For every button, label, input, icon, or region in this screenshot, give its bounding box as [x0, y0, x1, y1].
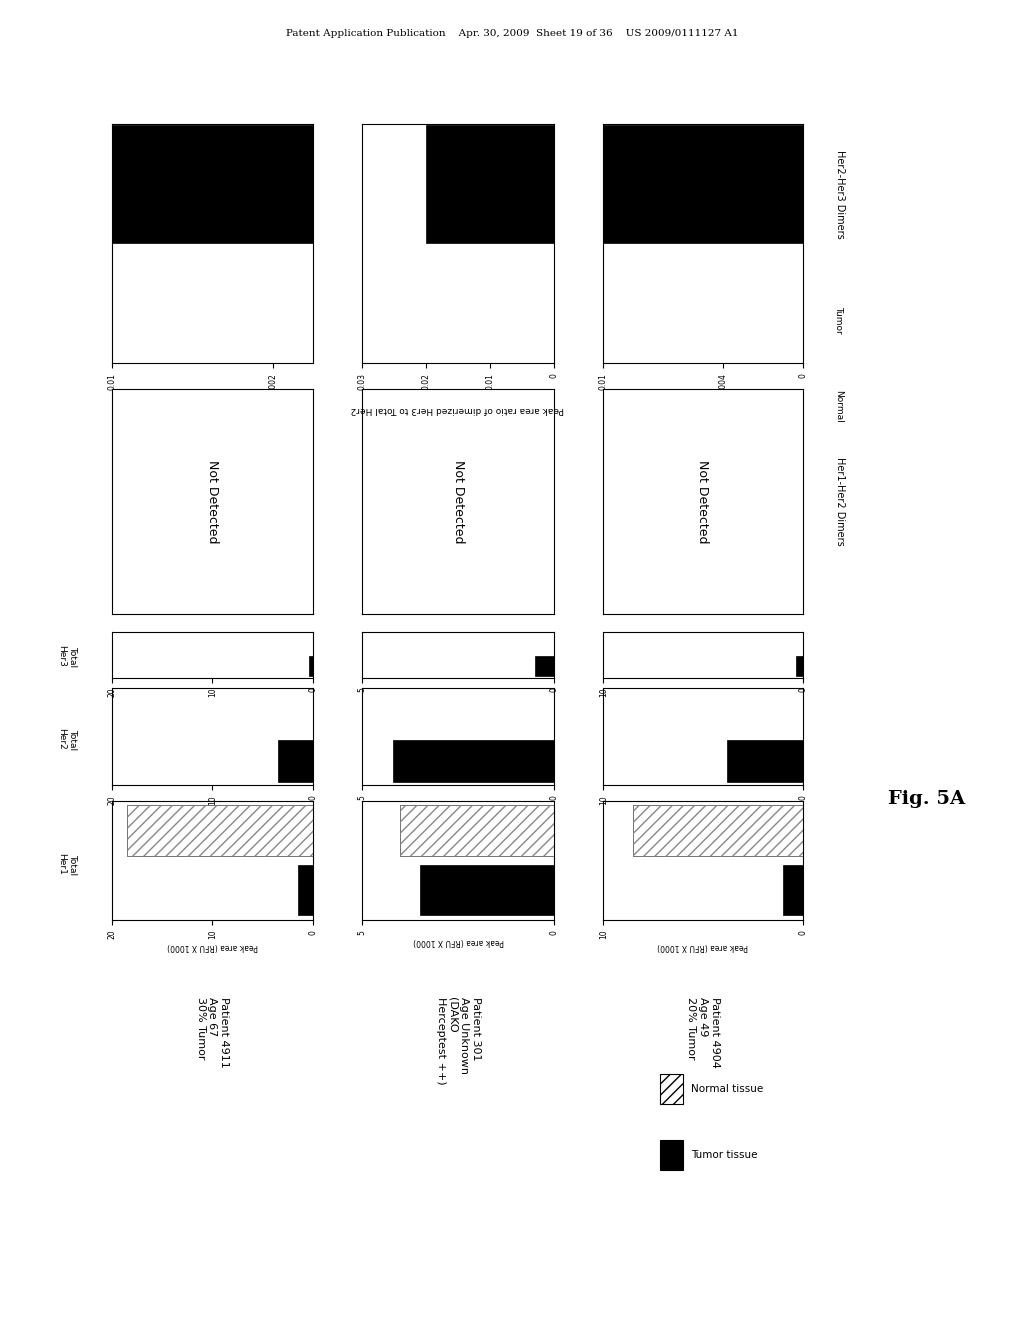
- Bar: [420, 865, 555, 916]
- Text: Tumor tissue: Tumor tissue: [691, 1150, 758, 1160]
- Bar: [536, 656, 555, 676]
- Bar: [603, 124, 803, 243]
- Text: Total
Her1: Total Her1: [57, 853, 77, 875]
- X-axis label: Peak area (RFU X 1000): Peak area (RFU X 1000): [657, 942, 749, 950]
- Bar: [426, 124, 555, 243]
- Text: Total
Her2: Total Her2: [57, 729, 77, 750]
- Text: Patient 4904
Age 49
20% Tumor: Patient 4904 Age 49 20% Tumor: [686, 997, 720, 1068]
- Text: Not Detected: Not Detected: [696, 459, 710, 544]
- Text: Total
Her3: Total Her3: [57, 645, 77, 667]
- Bar: [298, 865, 313, 916]
- Bar: [309, 656, 313, 676]
- Text: Fig. 5A: Fig. 5A: [888, 789, 966, 808]
- X-axis label: Peak area (RFU X 1000): Peak area (RFU X 1000): [413, 937, 504, 946]
- Bar: [633, 805, 803, 855]
- Text: Not Detected: Not Detected: [452, 459, 465, 544]
- Text: Patient 301
Age Unknown
(DAKO
Herceptest ++): Patient 301 Age Unknown (DAKO Herceptest…: [436, 997, 480, 1084]
- Text: Normal tissue: Normal tissue: [691, 1084, 764, 1094]
- Text: Tumor: Tumor: [835, 306, 844, 334]
- Bar: [113, 124, 313, 243]
- Bar: [400, 805, 555, 855]
- Bar: [127, 805, 313, 855]
- Bar: [782, 865, 803, 916]
- Text: Normal: Normal: [835, 389, 844, 422]
- Bar: [796, 656, 803, 676]
- Text: Not Detected: Not Detected: [206, 459, 219, 544]
- Bar: [278, 741, 313, 781]
- Text: Her1-Her2 Dimers: Her1-Her2 Dimers: [835, 457, 845, 546]
- X-axis label: Peak area (RFU X 1000): Peak area (RFU X 1000): [167, 942, 258, 950]
- Bar: [127, 805, 313, 855]
- Text: Her2-Her3 Dimers: Her2-Her3 Dimers: [835, 150, 845, 239]
- Text: Patient 4911
Age 67
30% Tumor: Patient 4911 Age 67 30% Tumor: [196, 997, 229, 1068]
- Bar: [393, 741, 555, 781]
- Bar: [400, 805, 555, 855]
- Bar: [633, 805, 803, 855]
- Text: Peak area ratio of dimerized Her3 to Total Her2: Peak area ratio of dimerized Her3 to Tot…: [350, 405, 564, 414]
- Bar: [727, 741, 803, 781]
- Text: Patent Application Publication    Apr. 30, 2009  Sheet 19 of 36    US 2009/01111: Patent Application Publication Apr. 30, …: [286, 29, 738, 38]
